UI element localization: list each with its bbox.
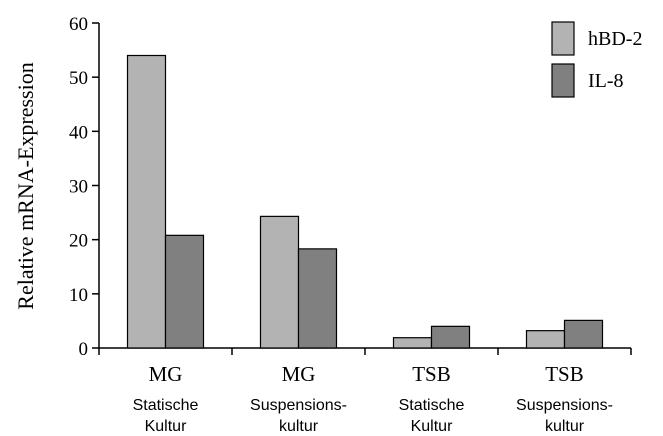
legend-label: hBD-2	[588, 28, 642, 50]
y-tick-label: 20	[69, 231, 88, 252]
bar-hbd-2-1	[126, 54, 167, 349]
x-category-sublabel: Statische	[133, 397, 199, 414]
bar-hbd-2-3	[392, 337, 433, 349]
x-category-label: MG	[282, 362, 316, 386]
x-category-sublabel: kultur	[545, 418, 585, 435]
bar-il-8-3	[430, 325, 471, 349]
y-tick-label: 10	[69, 285, 88, 306]
x-category-sublabel: kultur	[279, 418, 319, 435]
y-tick-label: 40	[69, 122, 88, 143]
x-category-label: TSB	[545, 362, 584, 386]
bar-il-8-1	[164, 234, 205, 349]
y-axis-label: Relative mRNA-Expression	[13, 62, 38, 309]
bar-hbd-2-4	[525, 330, 566, 349]
y-ticks: 0 10 20 30 40 50 60	[69, 14, 99, 360]
bars	[126, 54, 604, 349]
y-tick-label: 0	[79, 339, 89, 360]
legend-swatch	[551, 21, 575, 56]
x-category-sublabel: Suspensions-	[250, 397, 347, 414]
y-tick-label: 30	[69, 177, 88, 198]
x-category-sublabel: Kultur	[145, 418, 187, 435]
x-category-sublabel: Suspensions-	[516, 397, 613, 414]
y-tick-label: 60	[69, 14, 88, 35]
bar-il-8-2	[297, 248, 338, 349]
legend-swatch	[551, 63, 575, 98]
bar-il-8-4	[563, 319, 604, 349]
legend: hBD-2 IL-8	[551, 21, 642, 98]
x-category-sublabel: Statische	[399, 397, 465, 414]
y-tick-label: 50	[69, 68, 88, 89]
legend-label: IL-8	[588, 70, 624, 92]
bar-hbd-2-2	[259, 215, 300, 349]
x-category-labels: MG Statische Kultur MG Suspensions-kultur TSB…	[133, 362, 613, 435]
x-category-sublabel: Kultur	[411, 418, 453, 435]
x-category-label: MG	[149, 362, 183, 386]
x-category-label: TSB	[412, 362, 451, 386]
x-ticks	[98, 348, 632, 355]
